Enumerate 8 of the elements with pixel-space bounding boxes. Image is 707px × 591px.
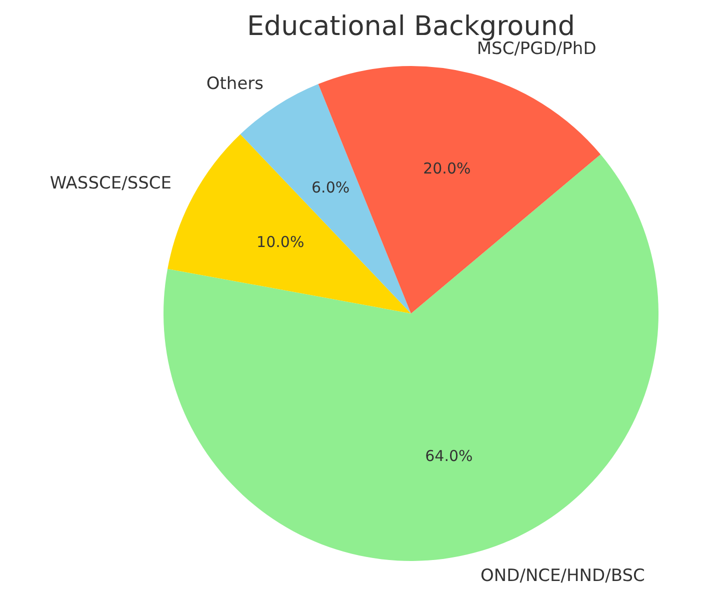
data-label: 6.0% xyxy=(312,178,350,197)
data-label: 10.0% xyxy=(256,232,304,251)
slice-label: OND/NCE/HND/BSC xyxy=(480,566,645,586)
data-label: 20.0% xyxy=(423,159,471,178)
chart-title: Educational Background xyxy=(246,11,576,42)
slice-label: Others xyxy=(206,74,264,94)
slice-label: WASSCE/SSCE xyxy=(50,173,172,194)
data-label: 64.0% xyxy=(425,446,473,465)
